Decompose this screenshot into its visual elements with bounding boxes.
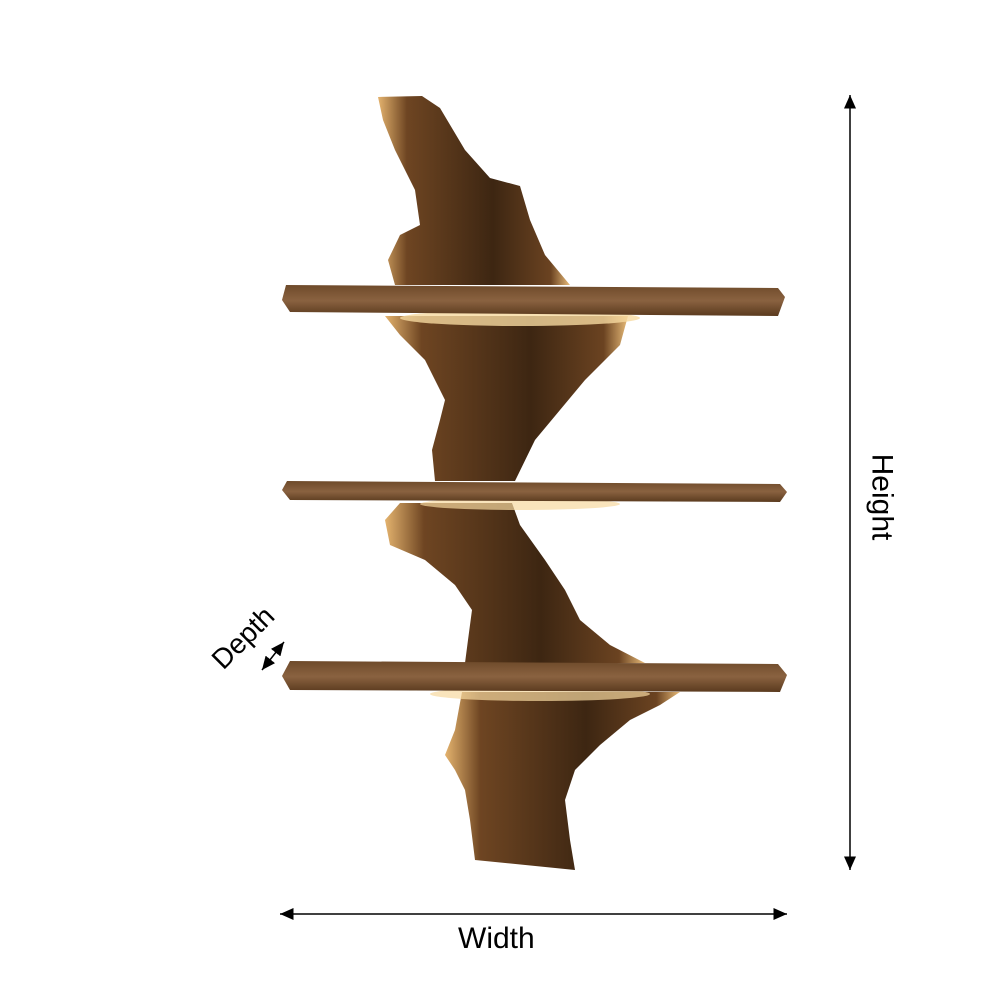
depth-arrow (261, 641, 285, 671)
width-label: Width (458, 922, 535, 955)
wood-slab-top (378, 96, 570, 285)
shelf-bottom (282, 661, 787, 692)
wood-slab-2 (385, 316, 628, 481)
wood-slab-3 (385, 503, 645, 663)
wood-slab-bottom (445, 692, 680, 870)
shelf-middle (282, 481, 787, 502)
height-label: Height (865, 453, 899, 541)
shelf-top (282, 285, 785, 316)
